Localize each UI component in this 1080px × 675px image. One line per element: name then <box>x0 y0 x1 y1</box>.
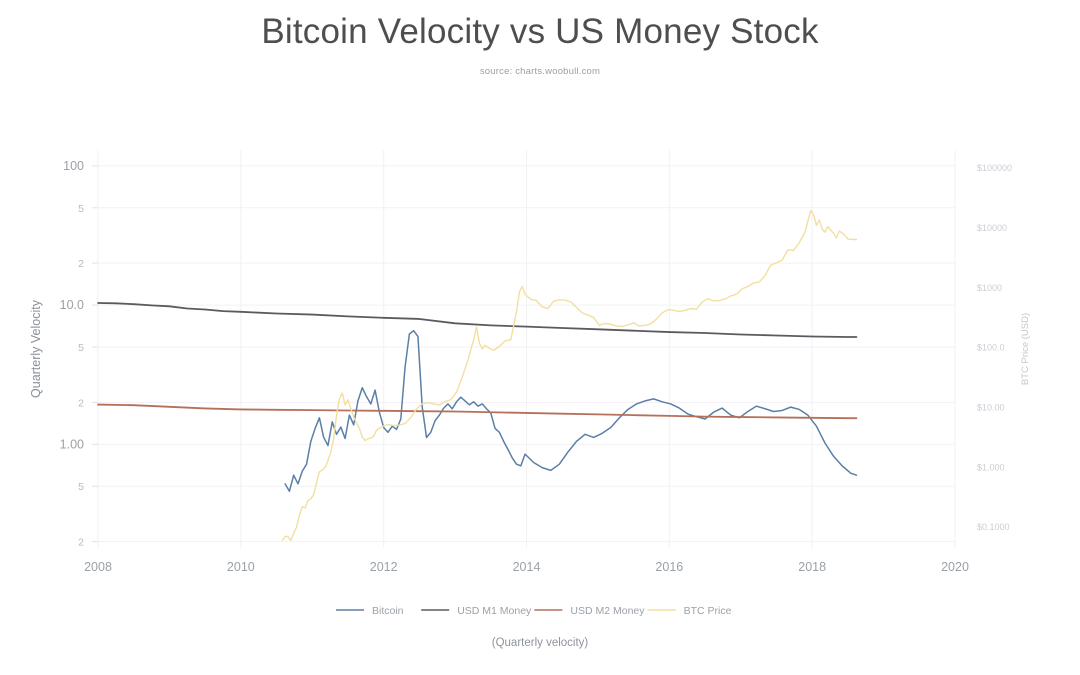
x-tick-label: 2012 <box>370 560 398 574</box>
series-line-usd-m1-money <box>97 302 858 338</box>
legend-label-btc-price[interactable]: BTC Price <box>684 605 732 617</box>
y-tick-label: 2 <box>78 537 84 549</box>
y2-tick-label: $10000 <box>977 223 1007 233</box>
y-tick-label: 2 <box>78 397 84 409</box>
series-line-btc-price <box>281 209 858 542</box>
y2-axis-title: BTC Price (USD) <box>1020 313 1031 385</box>
x-tick-label: 2020 <box>941 560 969 574</box>
y2-tick-label: $100.0 <box>977 343 1005 353</box>
y-axis-title: Quarterly Velocity <box>29 299 43 398</box>
x-tick-label: 2018 <box>798 560 826 574</box>
y2-tick-label: $1.000 <box>977 462 1005 472</box>
y-tick-label: 5 <box>78 342 84 354</box>
y2-tick-label: $10.00 <box>977 402 1005 412</box>
legend-label-usd-m2-money[interactable]: USD M2 Money <box>570 605 645 617</box>
x-tick-label: 2008 <box>84 560 112 574</box>
series-line-bitcoin <box>284 329 858 493</box>
chart-caption: (Quarterly velocity) <box>491 637 589 649</box>
y2-tick-label: $1000 <box>977 283 1002 293</box>
chart-title: Bitcoin Velocity vs US Money Stock <box>261 12 819 51</box>
y2-tick-label: $100000 <box>977 163 1012 173</box>
y-tick-label: 10.0 <box>60 298 84 312</box>
y-tick-label: 5 <box>78 481 84 493</box>
chart-source-subtitle: source: charts.woobull.com <box>479 66 601 77</box>
legend-label-bitcoin[interactable]: Bitcoin <box>372 605 404 617</box>
y-tick-label: 2 <box>78 258 84 270</box>
x-tick-label: 2016 <box>655 560 683 574</box>
x-tick-label: 2014 <box>513 560 541 574</box>
series-line-usd-m2-money <box>97 403 858 420</box>
x-tick-label: 2010 <box>227 560 255 574</box>
y-tick-label: 1.00 <box>60 437 84 451</box>
y-tick-label: 5 <box>78 203 84 215</box>
legend-label-usd-m1-money[interactable]: USD M1 Money <box>457 605 532 617</box>
y-tick-label: 100 <box>63 159 84 173</box>
y2-tick-label: $0.1000 <box>977 522 1010 532</box>
